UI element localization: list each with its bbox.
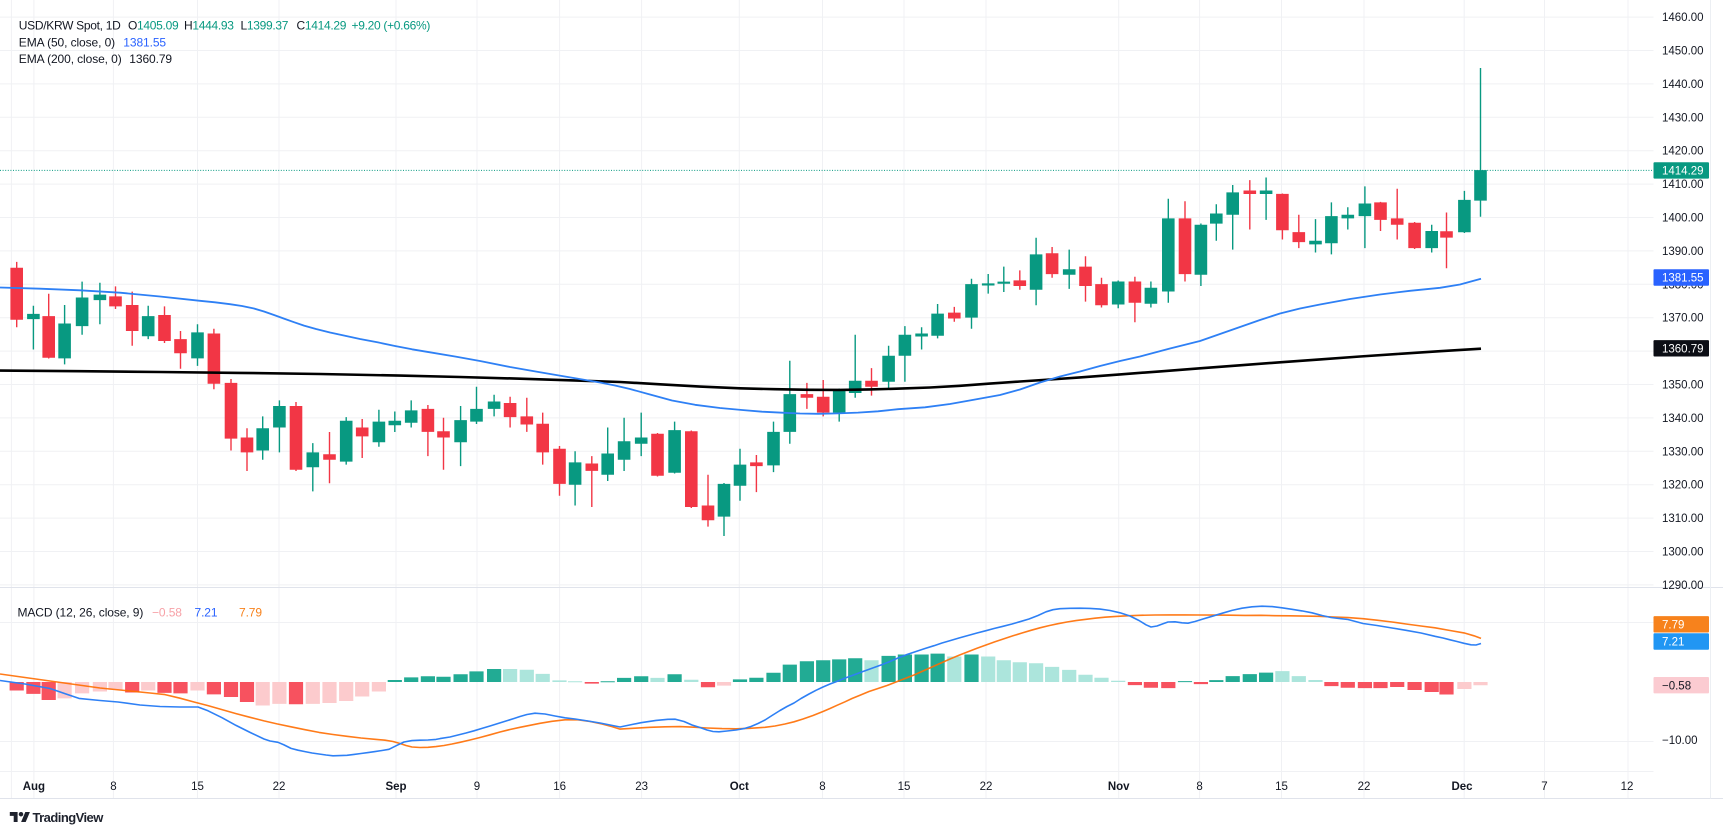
svg-text:−0.58: −0.58	[1662, 680, 1691, 692]
svg-text:TradingView: TradingView	[33, 810, 105, 825]
svg-text:1414.29: 1414.29	[1662, 166, 1704, 178]
svg-text:−10.00: −10.00	[1662, 735, 1698, 747]
svg-text:1310.00: 1310.00	[1662, 513, 1704, 525]
svg-text:EMA (50, close, 0) 1381.55: EMA (50, close, 0) 1381.55	[19, 35, 167, 49]
svg-text:7: 7	[1541, 781, 1547, 793]
svg-text:1420.00: 1420.00	[1662, 146, 1704, 158]
svg-text:8: 8	[819, 781, 825, 793]
svg-text:15: 15	[898, 781, 911, 793]
svg-text:22: 22	[980, 781, 993, 793]
svg-text:1350.00: 1350.00	[1662, 380, 1704, 392]
svg-text:12: 12	[1621, 781, 1634, 793]
svg-text:22: 22	[1358, 781, 1371, 793]
svg-text:1450.00: 1450.00	[1662, 46, 1704, 58]
svg-text:22: 22	[273, 781, 286, 793]
svg-text:8: 8	[1196, 781, 1202, 793]
svg-text:1360.79: 1360.79	[1662, 344, 1704, 356]
svg-text:MACD (12, 26, close, 9) −0.587: MACD (12, 26, close, 9) −0.58 7.21 7.79	[18, 606, 263, 620]
svg-text:7.21: 7.21	[1662, 637, 1684, 649]
svg-text:1290.00: 1290.00	[1662, 580, 1704, 592]
svg-text:1400.00: 1400.00	[1662, 213, 1704, 225]
svg-text:15: 15	[191, 781, 204, 793]
svg-text:8: 8	[110, 781, 116, 793]
svg-text:1410.00: 1410.00	[1662, 179, 1704, 191]
svg-text:1460.00: 1460.00	[1662, 12, 1704, 24]
svg-text:EMA (200, close, 0) 1360.79: EMA (200, close, 0) 1360.79	[19, 52, 173, 66]
svg-text:1340.00: 1340.00	[1662, 413, 1704, 425]
svg-text:1430.00: 1430.00	[1662, 112, 1704, 124]
svg-text:Sep: Sep	[385, 781, 406, 793]
svg-text:Aug: Aug	[23, 781, 45, 793]
svg-text:1370.00: 1370.00	[1662, 313, 1704, 325]
svg-text:23: 23	[635, 781, 648, 793]
svg-text:9: 9	[474, 781, 480, 793]
svg-text:16: 16	[553, 781, 566, 793]
svg-text:1320.00: 1320.00	[1662, 480, 1704, 492]
svg-text:Dec: Dec	[1451, 781, 1473, 793]
svg-text:1330.00: 1330.00	[1662, 446, 1704, 458]
svg-text:7.79: 7.79	[1662, 620, 1684, 632]
svg-text:Oct: Oct	[730, 781, 749, 793]
svg-text:1390.00: 1390.00	[1662, 246, 1704, 258]
svg-text:1440.00: 1440.00	[1662, 79, 1704, 91]
svg-text:15: 15	[1275, 781, 1288, 793]
svg-text:Nov: Nov	[1108, 781, 1130, 793]
svg-text:1381.55: 1381.55	[1662, 273, 1704, 285]
svg-text:1300.00: 1300.00	[1662, 547, 1704, 559]
